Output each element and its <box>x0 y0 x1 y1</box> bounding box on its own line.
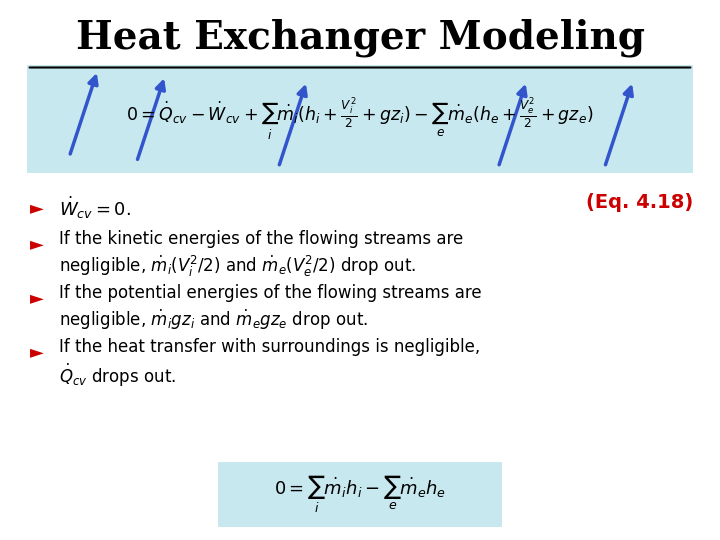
Text: ►: ► <box>30 235 44 254</box>
Text: $\dot{Q}_{cv}$ drops out.: $\dot{Q}_{cv}$ drops out. <box>58 362 176 389</box>
Text: If the heat transfer with surroundings is negligible,: If the heat transfer with surroundings i… <box>58 338 480 356</box>
Text: negligible, $\dot{m}_i(V_i^2/2)$ and $\dot{m}_e(V_e^2/2)$ drop out.: negligible, $\dot{m}_i(V_i^2/2)$ and $\d… <box>58 254 416 279</box>
Text: (Eq. 4.18): (Eq. 4.18) <box>586 193 693 212</box>
Text: ►: ► <box>30 289 44 308</box>
Text: ►: ► <box>30 199 44 217</box>
Text: $0 = \dot{Q}_{cv} - \dot{W}_{cv} + \sum_i \dot{m}_i(h_i + \frac{V_i^2}{2} + gz_i: $0 = \dot{Q}_{cv} - \dot{W}_{cv} + \sum_… <box>126 96 594 141</box>
Text: $0 = \sum_i \dot{m}_i h_i - \sum_e \dot{m}_e h_e$: $0 = \sum_i \dot{m}_i h_i - \sum_e \dot{… <box>274 474 446 515</box>
Text: Heat Exchanger Modeling: Heat Exchanger Modeling <box>76 18 644 57</box>
Text: ►: ► <box>30 343 44 362</box>
Text: $\dot{W}_{cv} = 0.$: $\dot{W}_{cv} = 0.$ <box>58 195 131 221</box>
Text: If the potential energies of the flowing streams are: If the potential energies of the flowing… <box>58 284 481 302</box>
Text: negligible, $\dot{m}_i gz_i$ and $\dot{m}_e gz_e$ drop out.: negligible, $\dot{m}_i gz_i$ and $\dot{m… <box>58 308 368 332</box>
Text: If the kinetic energies of the flowing streams are: If the kinetic energies of the flowing s… <box>58 230 463 248</box>
FancyBboxPatch shape <box>218 462 502 526</box>
FancyBboxPatch shape <box>27 65 693 173</box>
